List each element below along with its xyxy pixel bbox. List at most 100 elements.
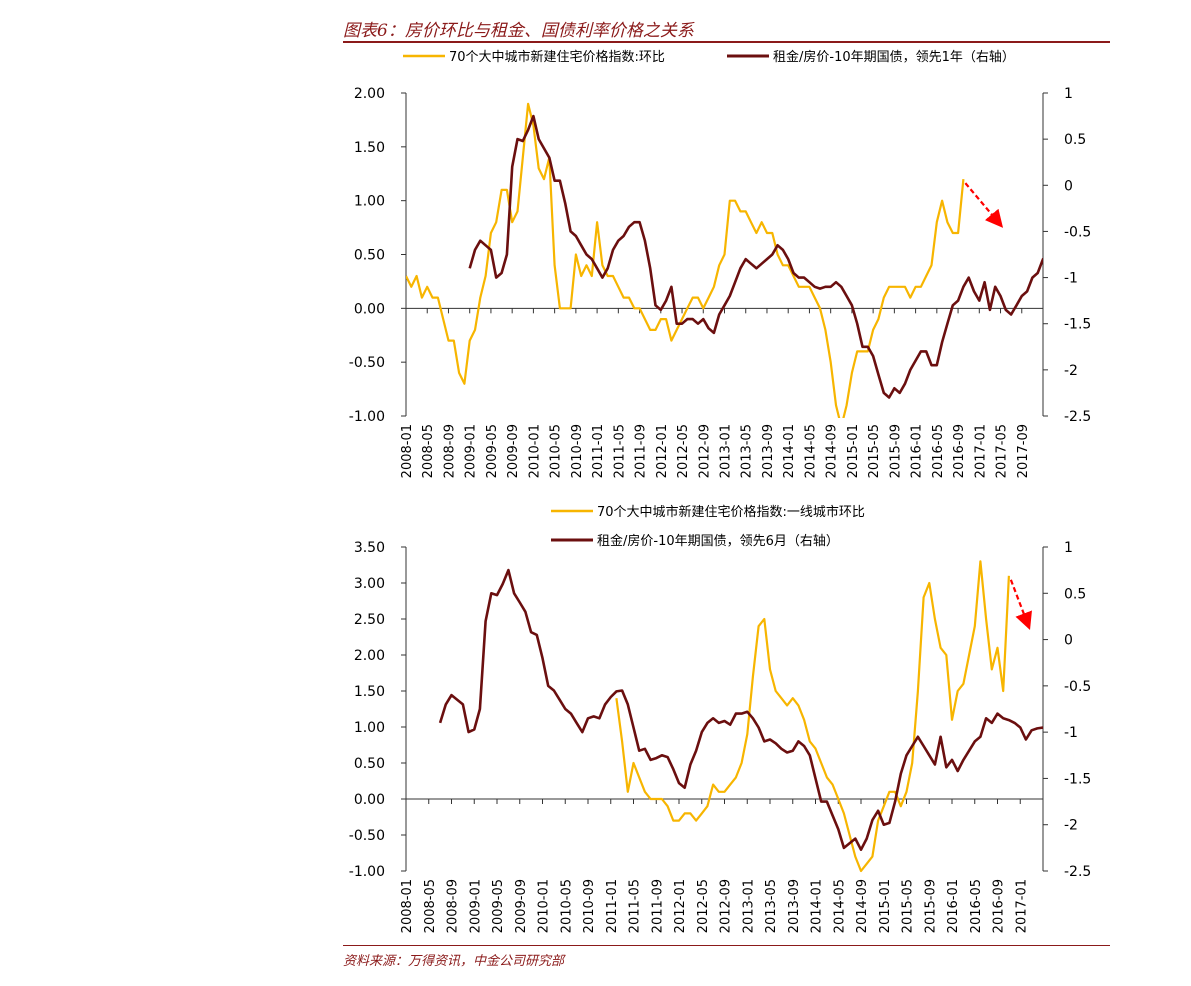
x-tick-label: 2013-09 [787, 879, 802, 933]
x-tick-label: 2014-09 [855, 879, 870, 933]
x-tick-label: 2014-05 [832, 879, 847, 933]
right-tick-label: -1.5 [1064, 771, 1091, 787]
x-tick-label: 2017-01 [1014, 879, 1029, 933]
x-tick-label: 2015-05 [901, 879, 916, 933]
x-tick-label: 2010-05 [549, 424, 564, 478]
x-tick-label: 2016-05 [969, 879, 984, 933]
x-tick-label: 2012-05 [696, 879, 711, 933]
x-tick-label: 2013-01 [741, 879, 756, 933]
x-tick-label: 2011-01 [605, 879, 620, 933]
source-note: 资料来源：万得资讯，中金公司研究部 [343, 954, 565, 969]
x-tick-label: 2011-09 [634, 424, 649, 478]
legend-label: 70个大中城市新建住宅价格指数:一线城市环比 [597, 504, 865, 520]
x-tick-label: 2015-09 [888, 424, 903, 478]
x-tick-label: 2009-09 [506, 424, 521, 478]
x-tick-label: 2010-01 [527, 424, 542, 478]
x-tick-label: 2016-01 [946, 879, 961, 933]
left-tick-label: 1.50 [354, 684, 385, 700]
right-tick-label: -2.5 [1064, 864, 1091, 880]
right-tick-label: 0.5 [1064, 132, 1086, 148]
left-tick-label: 0.50 [354, 248, 385, 264]
x-tick-label: 2011-05 [612, 424, 627, 478]
price-index-series-line [406, 102, 965, 418]
chart-top: -1.00-0.500.000.501.001.502.00-2.5-2-1.5… [349, 49, 1092, 478]
x-tick-label: 2011-01 [591, 424, 606, 478]
trend-arrow-annotation [964, 182, 1004, 228]
left-tick-label: 0.00 [354, 792, 385, 808]
chart-bottom: -1.00-0.500.000.501.001.502.002.503.003.… [349, 504, 1092, 933]
right-tick-label: -1 [1064, 725, 1078, 741]
x-tick-label: 2008-05 [423, 879, 438, 933]
price-index-series-line [615, 560, 1010, 873]
x-tick-label: 2011-05 [628, 879, 643, 933]
title-rule [343, 41, 1110, 43]
left-tick-label: -0.50 [349, 355, 385, 371]
left-tick-label: 2.00 [354, 648, 385, 664]
x-tick-label: 2012-09 [719, 879, 734, 933]
x-tick-label: 2014-01 [810, 879, 825, 933]
right-tick-label: 1 [1064, 86, 1073, 102]
x-tick-label: 2013-09 [761, 424, 776, 478]
x-tick-label: 2014-01 [782, 424, 797, 478]
x-tick-label: 2012-01 [673, 879, 688, 933]
x-tick-label: 2010-05 [559, 879, 574, 933]
x-tick-label: 2009-01 [468, 879, 483, 933]
left-tick-label: 3.50 [354, 540, 385, 556]
x-tick-label: 2017-09 [1016, 424, 1031, 478]
right-tick-label: -1 [1064, 271, 1078, 287]
x-tick-label: 2008-09 [442, 424, 457, 478]
right-tick-label: 0 [1064, 178, 1073, 194]
x-tick-label: 2008-05 [421, 424, 436, 478]
x-tick-label: 2012-09 [697, 424, 712, 478]
x-tick-label: 2013-01 [719, 424, 734, 478]
x-tick-label: 2016-01 [910, 424, 925, 478]
right-tick-label: -2 [1064, 818, 1078, 834]
x-tick-label: 2017-01 [973, 424, 988, 478]
x-tick-label: 2009-05 [491, 879, 506, 933]
x-tick-label: 2015-09 [923, 879, 938, 933]
source-rule [343, 945, 1110, 946]
x-tick-label: 2008-01 [400, 424, 415, 478]
x-tick-label: 2015-01 [846, 424, 861, 478]
left-tick-label: -0.50 [349, 828, 385, 844]
x-tick-label: 2015-01 [878, 879, 893, 933]
left-tick-label: 0.50 [354, 756, 385, 772]
x-tick-label: 2009-09 [514, 879, 529, 933]
x-tick-label: 2016-09 [952, 424, 967, 478]
left-tick-label: 1.50 [354, 140, 385, 156]
x-tick-label: 2017-05 [995, 424, 1010, 478]
right-tick-label: -2.5 [1064, 409, 1091, 425]
x-tick-label: 2010-09 [582, 879, 597, 933]
x-tick-label: 2009-05 [485, 424, 500, 478]
legend-label: 70个大中城市新建住宅价格指数:环比 [449, 49, 665, 65]
right-tick-label: -2 [1064, 363, 1078, 379]
left-tick-label: 2.00 [354, 86, 385, 102]
left-tick-label: 0.00 [354, 301, 385, 317]
trend-arrow-annotation [1009, 579, 1032, 631]
x-tick-label: 2009-01 [464, 424, 479, 478]
x-tick-label: 2016-09 [992, 879, 1007, 933]
right-tick-label: 1 [1064, 540, 1073, 556]
x-tick-label: 2008-09 [446, 879, 461, 933]
x-tick-label: 2013-05 [764, 879, 779, 933]
left-tick-label: 1.00 [354, 194, 385, 210]
left-tick-label: 1.00 [354, 720, 385, 736]
legend-label: 租金/房价-10年期国债，领先6月（右轴） [597, 533, 839, 549]
right-tick-label: 0.5 [1064, 586, 1086, 602]
x-tick-label: 2013-05 [740, 424, 755, 478]
right-tick-label: -0.5 [1064, 224, 1091, 240]
x-tick-label: 2014-05 [803, 424, 818, 478]
x-tick-label: 2016-05 [931, 424, 946, 478]
figure-title: 图表6：房价环比与租金、国债利率价格之关系 [343, 21, 694, 41]
x-tick-label: 2015-05 [867, 424, 882, 478]
left-tick-label: 3.00 [354, 576, 385, 592]
x-tick-label: 2010-09 [570, 424, 585, 478]
rent-yield-series-line [468, 114, 1043, 399]
x-tick-label: 2012-05 [676, 424, 691, 478]
rent-yield-series-line [438, 568, 1043, 852]
left-tick-label: -1.00 [349, 409, 385, 425]
left-tick-label: -1.00 [349, 864, 385, 880]
right-tick-label: -0.5 [1064, 679, 1091, 695]
right-tick-label: -1.5 [1064, 317, 1091, 333]
x-tick-label: 2010-01 [537, 879, 552, 933]
